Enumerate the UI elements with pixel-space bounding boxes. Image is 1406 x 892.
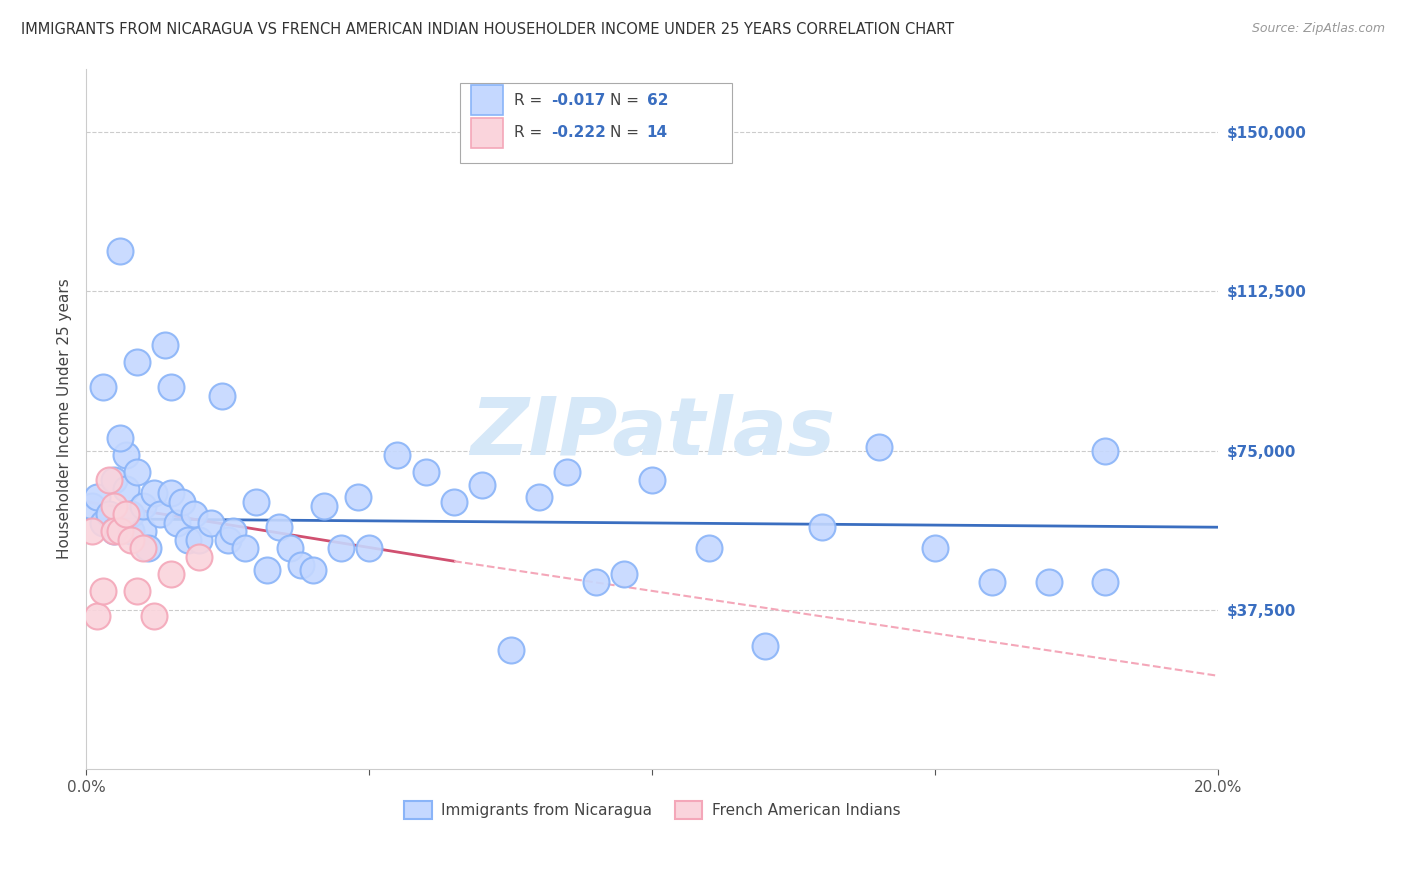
Point [245,494,267,508]
Point [114,508,136,522]
Point [103,524,125,539]
Point [125,583,148,598]
Point [91,516,114,530]
Point [114,482,136,496]
Point [177,533,200,547]
Point [233,541,256,556]
Point [86,609,108,624]
Point [387,448,409,462]
Point [138,541,160,556]
Point [312,499,335,513]
Point [359,541,381,556]
Text: N =: N = [610,93,644,108]
Point [143,609,166,624]
Text: N =: N = [610,126,644,141]
Point [114,448,136,462]
Point [149,508,172,522]
Text: Source: ZipAtlas.com: Source: ZipAtlas.com [1251,22,1385,36]
Point [160,486,183,500]
Point [80,499,103,513]
Point [160,380,183,394]
Point [415,465,437,479]
Point [217,533,239,547]
Point [91,583,114,598]
Point [108,524,131,539]
Text: ZIPatlas: ZIPatlas [470,394,835,472]
Point [200,516,222,530]
Point [97,508,120,522]
Text: R =: R = [515,126,547,141]
Point [1038,575,1060,590]
Y-axis label: Householder Income Under 25 years: Householder Income Under 25 years [58,278,72,559]
Point [211,388,233,402]
Point [120,508,142,522]
Point [183,508,205,522]
Point [267,520,290,534]
Point [103,474,125,488]
Text: 14: 14 [647,126,668,141]
Point [868,440,890,454]
Point [125,465,148,479]
Point [443,494,465,508]
Point [754,639,776,653]
Point [924,541,946,556]
Point [290,558,312,573]
Point [131,541,153,556]
Text: IMMIGRANTS FROM NICARAGUA VS FRENCH AMERICAN INDIAN HOUSEHOLDER INCOME UNDER 25 : IMMIGRANTS FROM NICARAGUA VS FRENCH AMER… [21,22,955,37]
Point [188,549,211,564]
Text: 62: 62 [647,93,668,108]
Point [125,354,148,368]
Point [86,491,108,505]
Text: R =: R = [515,93,547,108]
Point [108,244,131,259]
Point [97,474,120,488]
Point [155,337,177,351]
Point [172,494,194,508]
Point [222,524,245,539]
Point [278,541,301,556]
Point [108,431,131,445]
Point [811,520,834,534]
Legend: Immigrants from Nicaragua, French American Indians: Immigrants from Nicaragua, French Americ… [398,795,907,825]
Point [347,491,370,505]
Point [120,524,142,539]
FancyBboxPatch shape [471,86,503,115]
Point [103,524,125,539]
Point [256,563,278,577]
Point [471,477,494,491]
Point [981,575,1004,590]
Point [613,566,636,581]
Point [301,563,323,577]
Point [697,541,720,556]
Point [131,524,153,539]
Point [585,575,607,590]
Point [143,486,166,500]
Point [1094,443,1116,458]
Text: -0.017: -0.017 [551,93,606,108]
Point [329,541,352,556]
Point [557,465,579,479]
Point [499,643,522,657]
Text: -0.222: -0.222 [551,126,606,141]
Point [103,499,125,513]
FancyBboxPatch shape [471,119,503,148]
Point [131,499,153,513]
FancyBboxPatch shape [460,83,731,163]
Point [1094,575,1116,590]
Point [641,474,664,488]
Point [91,380,114,394]
Point [527,491,550,505]
Point [188,533,211,547]
Point [80,524,103,539]
Point [160,566,183,581]
Point [120,533,142,547]
Point [166,516,188,530]
